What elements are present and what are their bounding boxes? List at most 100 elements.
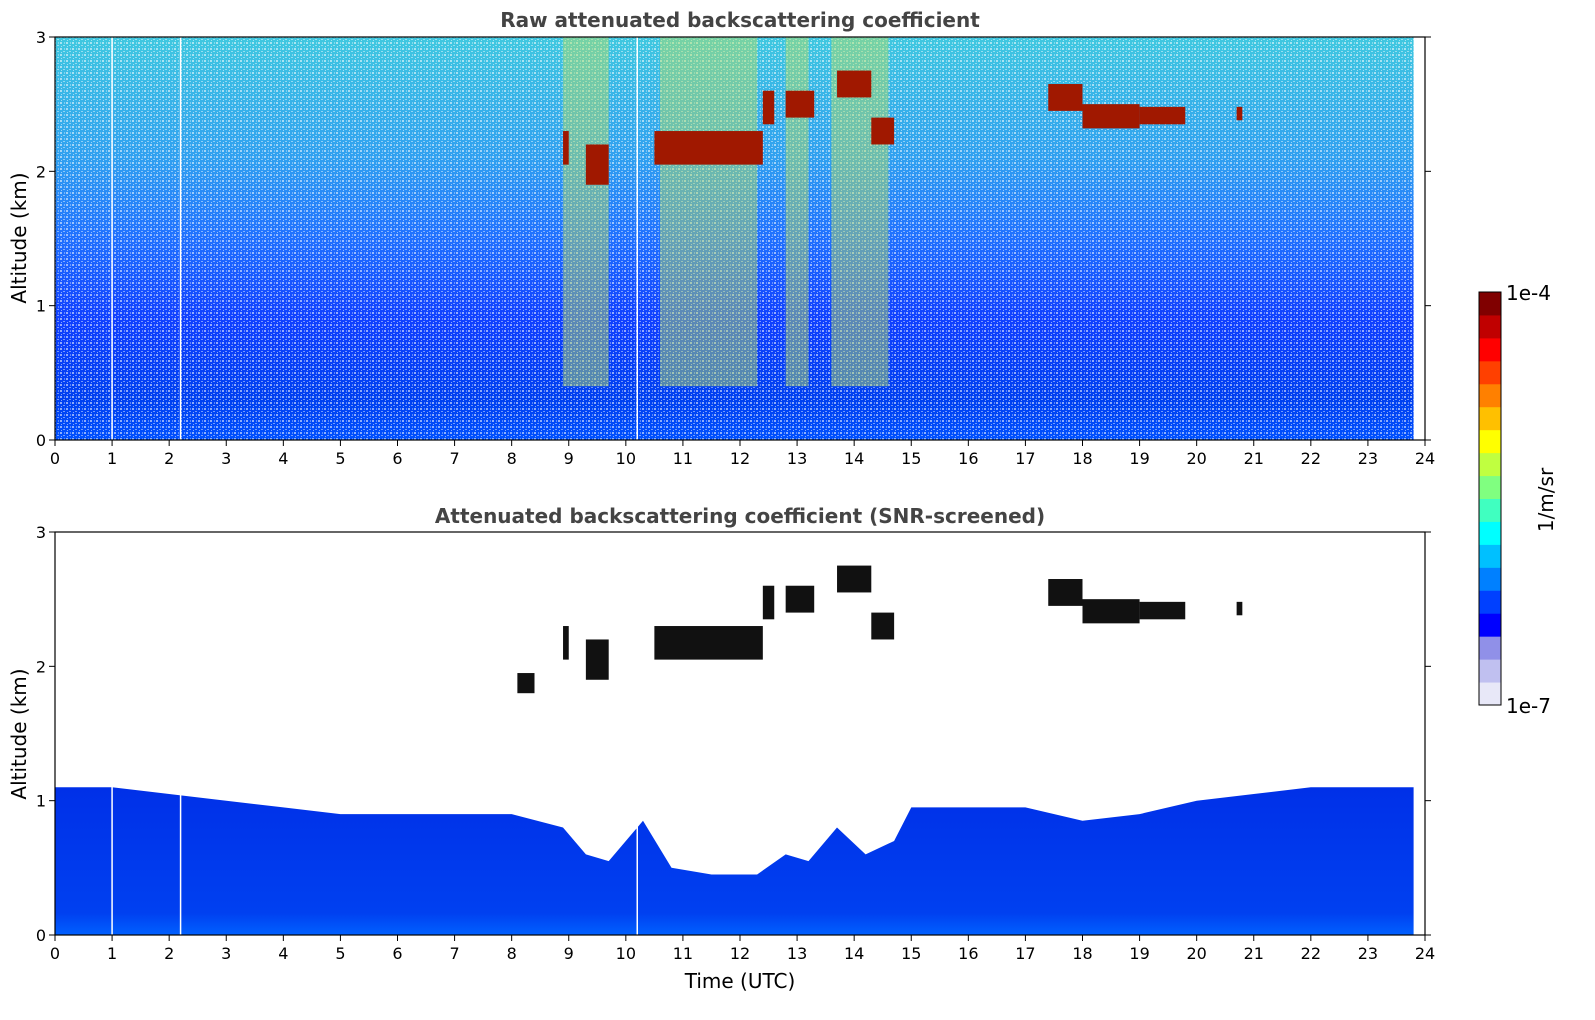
data-gaps (111, 37, 638, 440)
cloud-layer (1082, 104, 1140, 129)
x-tick-label: 13 (787, 944, 807, 963)
boundary-layer (55, 787, 1414, 935)
cloud-layer (1048, 579, 1083, 606)
cloud-layer (563, 131, 569, 165)
x-tick-label: 21 (1244, 449, 1264, 468)
snr-screened-panel: Attenuated backscattering coefficient (S… (7, 504, 1435, 993)
colorbar-step (1479, 659, 1501, 683)
x-axis-label: Time (UTC) (684, 969, 796, 993)
noise-speckle (55, 37, 1425, 440)
colorbar-min-label: 1e-7 (1506, 694, 1551, 718)
colorbar-max-label: 1e-4 (1506, 281, 1551, 305)
x-tick-label: 12 (730, 944, 750, 963)
x-tick-label: 9 (564, 449, 574, 468)
x-tick-label: 19 (1129, 449, 1149, 468)
x-tick-label: 20 (1186, 944, 1206, 963)
x-tick-label: 11 (673, 944, 693, 963)
cloud-layer (1048, 84, 1083, 111)
colorbar-step (1479, 521, 1501, 545)
x-tick-label: 15 (901, 449, 921, 468)
x-tick-label: 22 (1301, 449, 1321, 468)
x-tick-label: 1 (107, 449, 117, 468)
x-tick-label: 23 (1358, 944, 1378, 963)
x-tick-label: 11 (673, 449, 693, 468)
y-tick-label: 0 (36, 926, 46, 945)
y-tick-label: 3 (36, 28, 46, 47)
x-tick-label: 17 (1015, 449, 1035, 468)
x-tick-label: 8 (507, 449, 517, 468)
colorbar-frame (1478, 291, 1502, 706)
plot-area (55, 37, 1425, 440)
plot-area (55, 532, 1414, 935)
cloud-layer (762, 585, 775, 620)
noise-column (563, 37, 609, 387)
x-tick-label: 1 (107, 944, 117, 963)
colorbar-step (1479, 475, 1501, 499)
colorbar-step (1479, 590, 1501, 614)
x-tick-label: 9 (564, 944, 574, 963)
cloud-layer (654, 626, 763, 660)
x-tick-label: 7 (449, 944, 459, 963)
colorbar-step (1479, 314, 1501, 339)
cloud-layer (871, 612, 895, 640)
colorbar-step (1479, 337, 1501, 362)
y-tick-label: 2 (36, 657, 46, 676)
panel-title: Raw attenuated backscattering coefficien… (500, 8, 980, 32)
cloud-layer (517, 673, 535, 694)
x-tick-label: 10 (616, 449, 636, 468)
x-tick-label: 24 (1415, 449, 1435, 468)
colorbar-step (1479, 406, 1501, 431)
x-tick-label: 22 (1301, 944, 1321, 963)
noise-column (785, 37, 809, 387)
x-tick-label: 8 (507, 944, 517, 963)
y-axis-label: Altitude (km) (7, 668, 31, 799)
cloud-layer (563, 626, 569, 660)
x-tick-label: 20 (1186, 449, 1206, 468)
colorbar-step (1479, 544, 1501, 568)
colorbar-step (1479, 567, 1501, 591)
colorbar-units-label: 1/m/sr (1534, 467, 1558, 532)
colorbar-step (1479, 498, 1501, 522)
cloud-layer (654, 131, 763, 165)
cloud-layer (1139, 601, 1186, 620)
cloud-layer (871, 117, 895, 145)
x-tick-label: 2 (164, 449, 174, 468)
x-tick-label: 21 (1244, 944, 1264, 963)
x-tick-label: 5 (335, 944, 345, 963)
cloud-layer (1139, 106, 1186, 125)
y-axis-ticks: 0 1 2 3 (36, 28, 1431, 450)
colorbar-step (1479, 360, 1501, 385)
x-tick-label: 18 (1072, 944, 1092, 963)
colorbar-scale (1479, 292, 1501, 706)
panel-title: Attenuated backscattering coefficient (S… (435, 504, 1045, 528)
colorbar-step (1479, 682, 1501, 706)
y-tick-label: 0 (36, 431, 46, 450)
colorbar-step (1479, 429, 1501, 454)
x-tick-label: 4 (278, 944, 288, 963)
x-tick-label: 0 (50, 449, 60, 468)
x-tick-label: 4 (278, 449, 288, 468)
x-tick-label: 15 (901, 944, 921, 963)
x-tick-label: 16 (958, 449, 978, 468)
x-tick-label: 23 (1358, 449, 1378, 468)
x-tick-label: 6 (392, 944, 402, 963)
x-tick-label: 24 (1415, 944, 1435, 963)
x-tick-label: 3 (221, 944, 231, 963)
cloud-layer (785, 90, 815, 118)
cloud-layer (785, 585, 815, 613)
cloud-layer (837, 565, 872, 593)
raw-backscatter-panel: Raw attenuated backscattering coefficien… (7, 8, 1435, 468)
x-tick-label: 19 (1129, 944, 1149, 963)
y-tick-label: 3 (36, 523, 46, 542)
x-tick-label: 3 (221, 449, 231, 468)
data-gaps (111, 532, 638, 935)
x-tick-label: 16 (958, 944, 978, 963)
cloud-layers (517, 565, 1243, 694)
x-tick-label: 6 (392, 449, 402, 468)
x-tick-label: 0 (50, 944, 60, 963)
cloud-layer (762, 90, 775, 125)
cloud-layer (1236, 106, 1243, 121)
x-tick-label: 2 (164, 944, 174, 963)
cloud-layer (1236, 601, 1243, 616)
colorbar-step (1479, 383, 1501, 408)
